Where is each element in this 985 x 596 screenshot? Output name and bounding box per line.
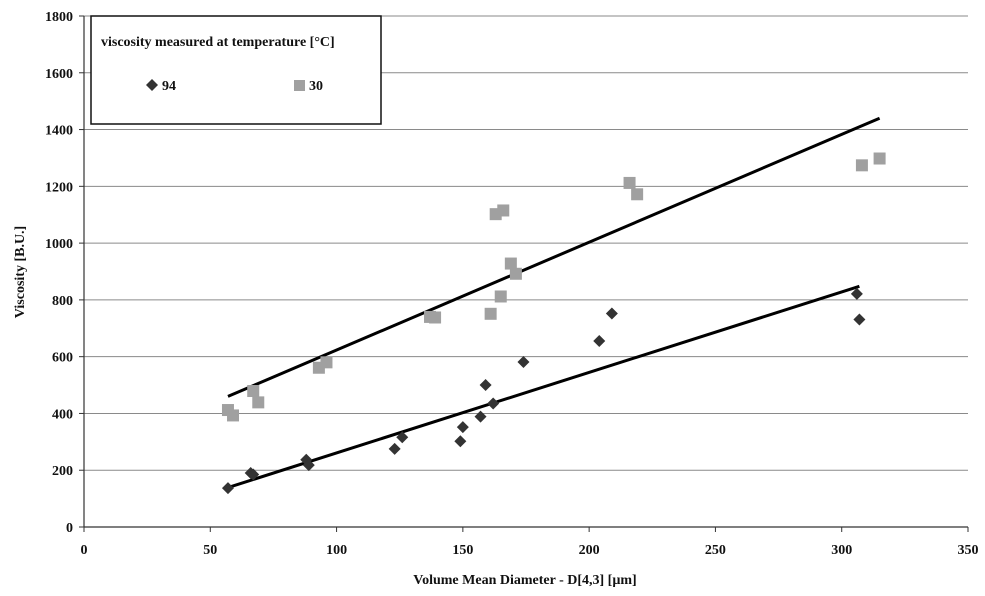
data-point-series-2 [631, 188, 644, 201]
x-tick-label: 100 [326, 543, 347, 558]
legend-marker-diamond [146, 79, 158, 91]
x-tick-label: 50 [203, 543, 217, 558]
data-point-series-1 [221, 482, 234, 495]
y-tick-label: 1400 [45, 124, 73, 139]
data-point-series-1 [388, 442, 401, 455]
y-tick-label: 1200 [45, 180, 73, 195]
legend-marker-square [294, 80, 305, 91]
legend-label-series-2: 30 [309, 79, 323, 94]
data-point-series-1 [474, 410, 487, 423]
data-point-series-1 [605, 307, 618, 320]
trendlines [227, 116, 881, 489]
x-tick-label: 250 [705, 543, 726, 558]
data-point-series-2 [873, 152, 886, 165]
data-point-series-1 [517, 356, 530, 369]
x-tick-label: 350 [958, 543, 979, 558]
y-tick-label: 1000 [45, 237, 73, 252]
data-point-series-2 [494, 290, 507, 303]
data-point-series-2 [623, 176, 636, 189]
trendline-series-2 [227, 116, 881, 398]
legend-title: viscosity measured at temperature [°C] [101, 35, 335, 50]
trendline-series-1 [227, 284, 860, 489]
data-point-series-1 [593, 335, 606, 348]
data-point-series-1 [853, 313, 866, 326]
data-point-series-2 [484, 307, 497, 320]
y-tick-label: 200 [52, 464, 73, 479]
data-point-series-2 [227, 409, 240, 422]
data-point-series-2 [509, 267, 522, 280]
data-point-series-1 [456, 421, 469, 434]
data-point-series-1 [396, 431, 409, 444]
y-tick-label: 0 [66, 521, 73, 536]
data-point-series-2 [429, 311, 442, 324]
data-point-series-2 [320, 356, 333, 369]
x-tick-label: 300 [831, 543, 852, 558]
x-axis-title: Volume Mean Diameter - D[4,3] [µm] [413, 573, 636, 588]
x-tick-label: 200 [579, 543, 600, 558]
data-point-series-1 [850, 287, 863, 300]
data-points [221, 152, 886, 495]
data-point-series-1 [302, 459, 315, 472]
y-tick-label: 1600 [45, 67, 73, 82]
tick-labels: 0 200 400 600 800 1000 1200 1400 1600 1800 0 50 100 1… [45, 10, 979, 558]
data-point-series-1 [454, 435, 467, 448]
data-point-series-2 [504, 257, 517, 270]
data-point-series-2 [252, 396, 265, 409]
x-tick-label: 0 [81, 543, 88, 558]
data-point-series-1 [487, 397, 500, 410]
data-point-series-2 [855, 159, 868, 172]
y-tick-label: 600 [52, 351, 73, 366]
y-tick-label: 400 [52, 407, 73, 422]
y-tick-label: 1800 [45, 10, 73, 25]
y-axis-title: Viscosity [B.U.] [13, 226, 28, 318]
data-point-series-2 [497, 204, 510, 217]
axes [79, 15, 969, 532]
data-point-series-1 [479, 379, 492, 392]
legend-label-series-1: 94 [162, 79, 176, 94]
data-point-series-2 [247, 385, 260, 398]
x-tick-label: 150 [452, 543, 473, 558]
legend: viscosity measured at temperature [°C] 9… [90, 15, 382, 125]
data-point-series-1 [247, 468, 260, 481]
y-tick-label: 800 [52, 294, 73, 309]
legend-box [90, 15, 382, 125]
